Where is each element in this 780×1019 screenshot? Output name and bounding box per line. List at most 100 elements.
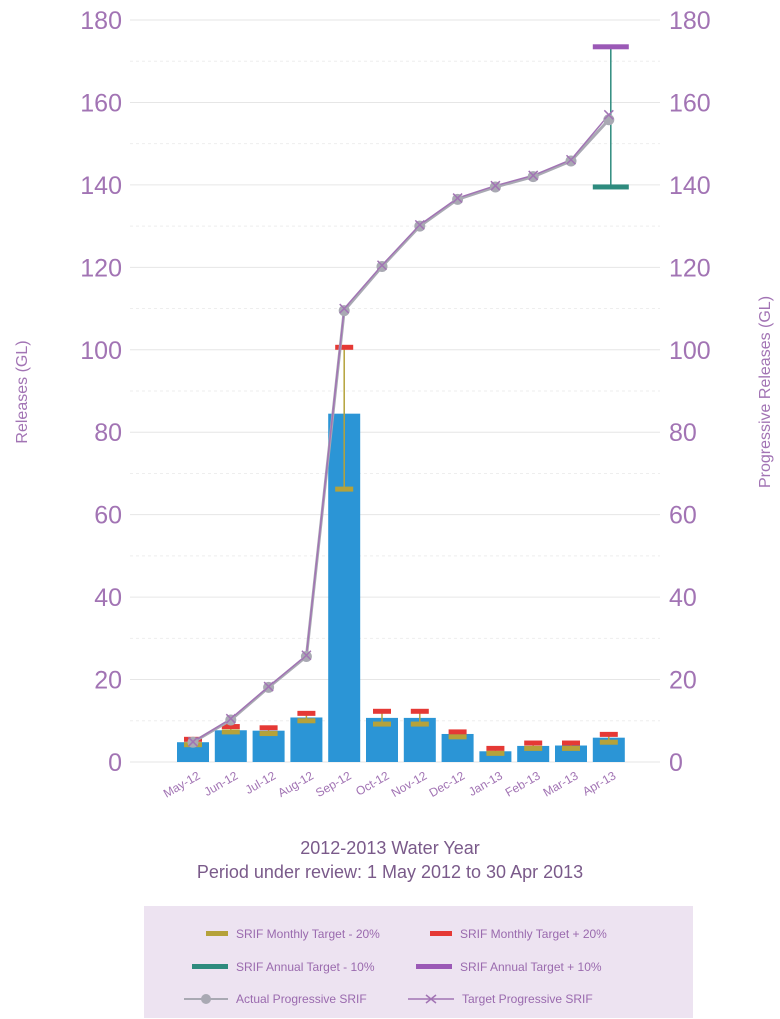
legend-label-monthly-plus: SRIF Monthly Target + 20% [460,927,607,941]
x-tick-label: Jan-13 [466,768,505,799]
legend-label-annual-plus: SRIF Annual Target + 10% [460,960,602,974]
monthly-target-plus-marker [259,725,278,731]
y-tick-right: 20 [669,667,697,695]
x-tick-label: Aug-12 [275,768,316,800]
y-tick-left: 140 [80,172,122,200]
actual-progressive-point [565,155,577,167]
monthly-target-minus-marker [259,731,278,737]
actual-progressive-point [414,220,426,232]
target-progressive-point [301,650,312,661]
monthly-target-minus-marker [410,721,429,727]
x-tick-label: Feb-13 [503,768,543,799]
actual-progressive-point [225,714,237,726]
target-progressive-point [490,180,501,191]
legend-label-actual-progressive: Actual Progressive SRIF [236,992,367,1006]
legend-swatch-annual-plus [416,964,452,969]
legend-swatch-monthly-plus [430,931,452,936]
monthly-target-plus-marker [297,710,316,716]
target-progressive-point [414,219,425,230]
y-tick-left: 20 [94,667,122,695]
target-progressive-point [565,154,577,165]
bar [214,730,247,762]
x-axis-title: 2012-2013 Water Year [300,838,480,858]
x-tick-label: Mar-13 [541,768,581,799]
monthly-target-minus-marker [486,750,505,756]
monthly-target-minus-marker [221,729,240,735]
legend-item-monthly-plus: SRIF Monthly Target + 20% [430,924,607,944]
y-tick-left: 100 [80,337,122,365]
y-tick-right: 120 [669,254,711,282]
bar [290,717,323,762]
monthly-target-plus-marker [221,724,240,730]
progressive-lines [187,109,615,748]
target-progressive-point [603,109,614,120]
monthly-target-plus-marker [335,344,354,350]
actual-progressive-point [338,305,350,317]
y-tick-right: 60 [669,502,697,530]
y-tick-left: 120 [80,254,122,282]
y-axis-right-title: Progressive Releases (GL) [757,296,774,488]
monthly-target-plus-marker [562,740,580,746]
chart-area: 0 20 40 60 80 100 120 140 160 180 0 20 40 60 80 100 120… [14,7,774,801]
y-tick-right: 100 [669,337,711,365]
target-progressive-point [376,260,388,271]
monthly-target-plus-marker [448,729,467,735]
monthly-target-plus-marker [486,745,505,751]
legend-swatch-actual-progressive [184,994,228,1004]
x-tick-label: Oct-12 [353,768,391,798]
target-progressive-point [339,303,350,314]
target-progressive-point [528,170,539,181]
legend-item-monthly-minus: SRIF Monthly Target - 20% [206,924,380,944]
y-tick-right: 180 [669,7,711,35]
bar [479,751,512,762]
legend-swatch-monthly-minus [206,931,228,936]
actual-progressive-point [376,261,388,273]
legend-item-actual-progressive: Actual Progressive SRIF [184,989,367,1009]
x-tick-label: May-12 [161,768,203,800]
target-progressive-point [187,736,199,747]
monthly-target-minus-marker [599,739,618,745]
actual-progressive-point [527,171,539,183]
monthly-target-plus-marker [524,740,543,746]
y-tick-right: 0 [669,749,683,777]
y-axis-left-title: Releases (GL) [14,340,31,443]
x-tick-label: Sep-12 [313,768,354,800]
monthly-target-plus-marker [373,708,391,714]
actual-progressive-point [489,181,501,193]
monthly-target-minus-marker [335,486,354,492]
legend-label-monthly-minus: SRIF Monthly Target - 20% [236,927,380,941]
monthly-target-plus-marker [410,708,429,714]
monthly-target-minus-marker [524,745,543,751]
y-tick-right: 80 [669,419,697,447]
monthly-target-minus-marker [448,734,467,740]
actual-progressive-point [603,114,615,126]
annual-target-plus-marker [592,44,629,50]
monthly-target-minus-marker [297,718,316,724]
y-axis-right-ticks: 0 20 40 60 80 100 120 140 160 180 [669,7,711,777]
y-axis-left-ticks: 0 20 40 60 80 100 120 140 160 180 [80,7,122,777]
chart-subtitle: Period under review: 1 May 2012 to 30 Ap… [196,862,584,882]
y-tick-left: 180 [80,7,122,35]
target-progressive-line [192,114,610,743]
monthly-target-minus-marker [562,745,580,751]
legend-swatch-annual-minus [192,964,228,969]
y-tick-left: 40 [94,584,122,612]
y-tick-right: 140 [669,172,711,200]
monthly-target-markers [184,344,618,756]
x-tick-label: Apr-13 [580,768,618,798]
legend: SRIF Monthly Target - 20% SRIF Monthly T… [144,906,693,1018]
actual-progressive-point [300,650,312,662]
monthly-target-plus-marker [599,731,618,737]
target-progressive-point [263,681,274,692]
y-tick-left: 0 [108,749,122,777]
legend-item-annual-plus: SRIF Annual Target + 10% [416,957,602,977]
monthly-target-minus-marker [373,721,391,727]
legend-item-annual-minus: SRIF Annual Target - 10% [192,957,375,977]
actual-progressive-line [192,118,610,744]
x-tick-label: Jul-12 [243,768,279,797]
legend-item-target-progressive: Target Progressive SRIF [408,989,593,1009]
target-progressive-point [452,193,463,204]
y-tick-left: 60 [94,502,122,530]
x-tick-label: Jun-12 [202,768,241,799]
y-tick-left: 160 [80,89,122,117]
